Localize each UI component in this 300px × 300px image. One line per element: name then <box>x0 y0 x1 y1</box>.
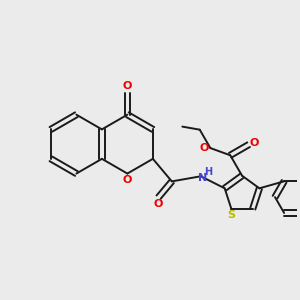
Text: O: O <box>154 199 163 209</box>
Text: H: H <box>204 167 212 177</box>
Text: O: O <box>250 138 259 148</box>
Text: S: S <box>227 210 235 220</box>
Text: O: O <box>199 143 208 153</box>
Text: N: N <box>198 173 207 183</box>
Text: O: O <box>123 175 132 185</box>
Text: O: O <box>123 81 132 91</box>
